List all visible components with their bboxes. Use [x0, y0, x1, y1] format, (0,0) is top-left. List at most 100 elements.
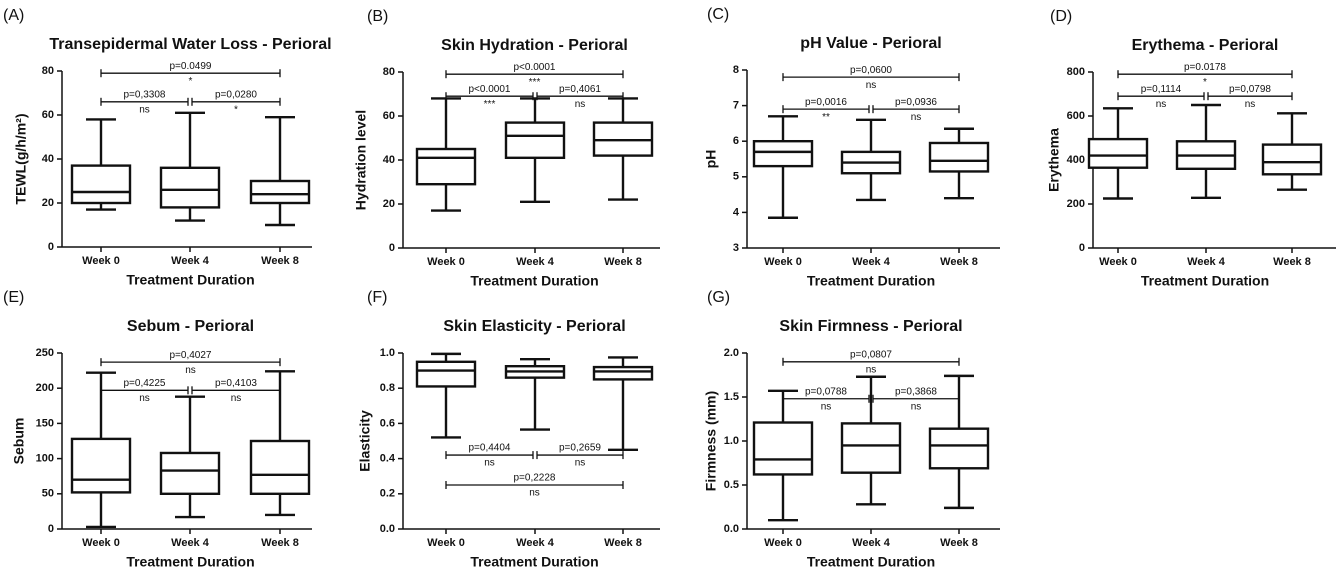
y-tick-label: 200: [36, 382, 54, 394]
box: [249, 439, 311, 495]
y-axis-label: TEWL(g/h/m²): [13, 114, 29, 205]
box: [752, 139, 814, 168]
p-value: p<0.0001: [469, 84, 511, 95]
y-tick-label: 1.0: [380, 347, 395, 359]
y-tick-label: 50: [42, 488, 54, 500]
significance: *: [1203, 77, 1207, 88]
x-tick-label: Week 8: [1273, 256, 1311, 268]
chart-title: Erythema - Perioral: [1132, 37, 1279, 54]
y-tick-label: 0.0: [380, 523, 395, 535]
chart-title: Sebum - Perioral: [127, 318, 254, 335]
y-tick-label: 20: [383, 198, 395, 210]
x-tick-label: Week 4: [852, 256, 891, 268]
p-value: p=0,0798: [1229, 84, 1271, 95]
significance: ns: [1245, 99, 1256, 110]
x-tick-label: Week 4: [171, 255, 210, 267]
box: [840, 422, 902, 474]
y-tick-label: 0.4: [380, 453, 396, 465]
panel-letter: (D): [1050, 8, 1072, 25]
p-value: p=0,3868: [895, 386, 937, 397]
box: [752, 421, 814, 476]
x-tick-label: Week 0: [427, 537, 465, 549]
significance: ns: [866, 80, 877, 91]
p-value: p=0,0600: [850, 65, 892, 76]
y-axis-label: Firmness (mm): [703, 391, 719, 491]
panel-letter: (C): [707, 6, 729, 23]
box: [70, 437, 132, 494]
significance: *: [189, 76, 193, 87]
p-value: p=0,0788: [805, 386, 847, 397]
y-tick-label: 3: [733, 242, 739, 254]
x-tick-label: Week 8: [261, 255, 299, 267]
p-value: p=0,0016: [805, 97, 847, 108]
y-tick-label: 8: [733, 64, 739, 76]
y-tick-label: 0.6: [380, 417, 395, 429]
panel-letter: (B): [367, 8, 388, 25]
significance: ns: [575, 458, 586, 469]
x-tick-label: Week 4: [516, 537, 555, 549]
y-axis-label: Elasticity: [357, 410, 373, 472]
significance: ns: [231, 393, 242, 404]
panel-letter: (G): [707, 289, 730, 306]
panel-letter: (F): [367, 289, 387, 306]
p-value: p=0,1114: [1141, 84, 1182, 95]
y-axis-label: Hydration level: [353, 110, 369, 210]
p-value: p=0,4061: [559, 84, 601, 95]
p-value: p=0,4225: [124, 378, 166, 389]
p-value: p=0,4103: [215, 378, 257, 389]
x-tick-label: Week 8: [604, 256, 642, 268]
y-tick-label: 600: [1067, 110, 1085, 122]
x-axis-label: Treatment Duration: [807, 273, 935, 289]
x-tick-label: Week 8: [261, 537, 299, 549]
y-tick-label: 0.0: [724, 523, 739, 535]
y-tick-label: 60: [383, 110, 395, 122]
box: [928, 141, 990, 173]
significance: ns: [575, 99, 586, 110]
box: [928, 427, 990, 470]
y-tick-label: 7: [733, 100, 739, 112]
y-axis-label: pH: [703, 150, 719, 169]
x-tick-label: Week 0: [764, 256, 802, 268]
y-tick-label: 40: [383, 154, 395, 166]
x-tick-label: Week 4: [1187, 256, 1226, 268]
panel-letter: (A): [3, 7, 24, 24]
box: [70, 164, 132, 205]
y-tick-label: 0: [48, 523, 54, 535]
x-axis-label: Treatment Duration: [470, 554, 598, 570]
y-tick-label: 0: [48, 241, 54, 253]
x-tick-label: Week 8: [940, 256, 978, 268]
y-tick-label: 2.0: [724, 347, 739, 359]
p-value: p=0,3308: [124, 89, 166, 100]
significance: *: [234, 104, 238, 115]
y-tick-label: 250: [36, 347, 54, 359]
significance: ns: [821, 401, 832, 412]
box: [415, 147, 477, 186]
significance: ns: [911, 401, 922, 412]
y-tick-label: 5: [733, 171, 739, 183]
y-axis-label: Erythema: [1046, 128, 1062, 192]
x-tick-label: Week 8: [940, 537, 978, 549]
p-value: p=0,0280: [215, 89, 257, 100]
y-tick-label: 6: [733, 135, 739, 147]
y-tick-label: 150: [36, 417, 54, 429]
y-tick-label: 0.5: [724, 479, 739, 491]
significance: ***: [484, 99, 496, 110]
x-axis-label: Treatment Duration: [470, 273, 598, 289]
x-tick-label: Week 8: [604, 537, 642, 549]
x-tick-label: Week 4: [852, 537, 891, 549]
box: [159, 451, 221, 495]
x-tick-label: Week 0: [764, 537, 802, 549]
chart-title: Transepidermal Water Loss - Perioral: [49, 36, 331, 53]
x-tick-label: Week 0: [82, 255, 120, 267]
y-tick-label: 400: [1067, 154, 1085, 166]
chart-title: pH Value - Perioral: [800, 35, 941, 52]
chart-title: Skin Firmness - Perioral: [779, 318, 962, 335]
significance: ns: [529, 488, 540, 499]
significance: ns: [866, 364, 877, 375]
y-axis-label: Sebum: [11, 418, 27, 465]
box: [415, 360, 477, 388]
box: [1087, 137, 1149, 169]
box: [249, 179, 311, 205]
p-value: p=0,0936: [895, 97, 937, 108]
y-tick-label: 80: [42, 65, 54, 77]
